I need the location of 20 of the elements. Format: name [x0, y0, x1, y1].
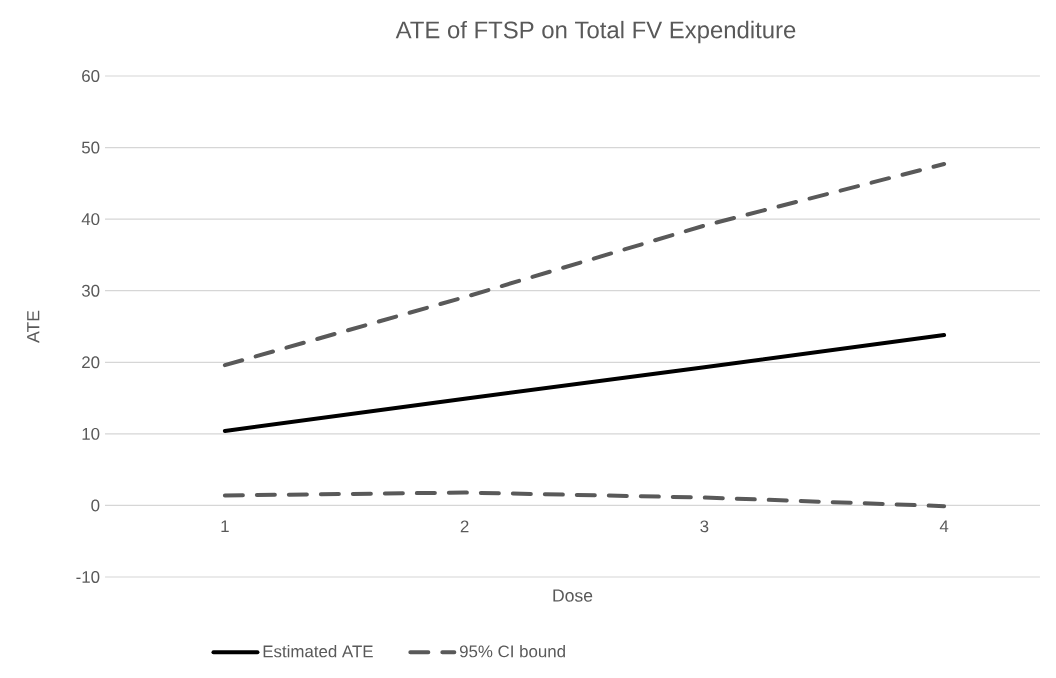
x-tick-label: 4 — [939, 520, 949, 532]
legend-label: Estimated ATE — [263, 644, 373, 658]
x-axis-title: Dose — [553, 589, 593, 602]
line-series — [222, 333, 947, 433]
y-tick-label: 60 — [82, 70, 100, 82]
y-tick-label: 50 — [81, 141, 100, 154]
line-series — [222, 162, 947, 368]
legend-label: 95% CI bound — [459, 644, 565, 658]
y-tick-label: -10 — [76, 571, 100, 583]
y-tick-label: 10 — [82, 427, 100, 440]
y-tick-label: 0 — [91, 499, 100, 512]
y-axis-title: ATE — [27, 310, 40, 343]
y-tick-label: 20 — [82, 356, 100, 369]
x-tick-label: 2 — [460, 520, 469, 533]
line-series — [222, 490, 947, 509]
x-tick-label: 3 — [700, 520, 709, 533]
x-tick-label: 1 — [221, 520, 229, 532]
y-tick-label: 30 — [81, 284, 100, 297]
y-tick-label: 40 — [81, 213, 100, 226]
chart-title: ATE of FTSP on Total FV Expenditure — [395, 20, 796, 44]
